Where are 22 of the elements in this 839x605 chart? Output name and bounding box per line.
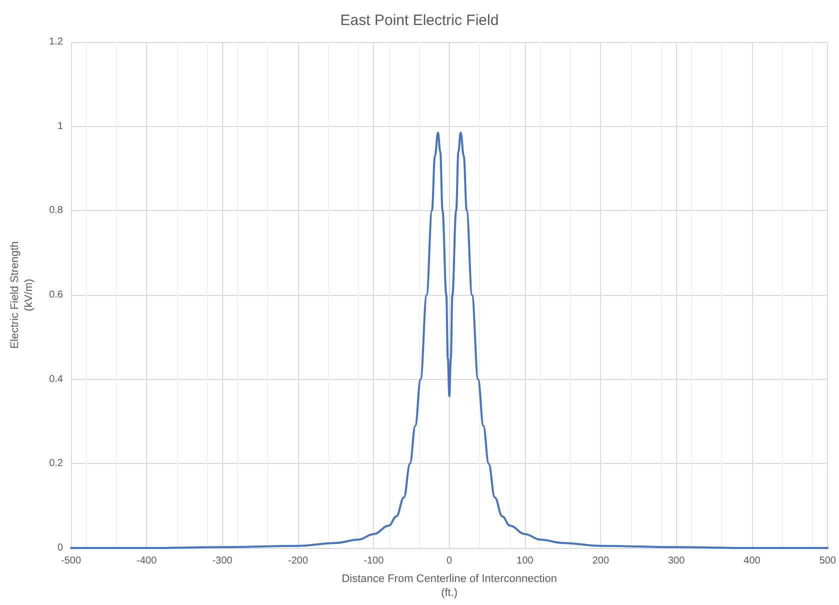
y-tick-label: 1 <box>57 120 64 132</box>
x-tick-label: -300 <box>212 556 233 566</box>
x-tick-label: 500 <box>819 556 836 566</box>
y-tick-label: 0.6 <box>49 290 64 300</box>
x-tick-label: -400 <box>136 556 158 566</box>
y-axis-title: Electric Field Strength (kV/m) <box>9 241 35 349</box>
line-series <box>70 132 829 549</box>
y-tick-label: 0 <box>57 542 64 554</box>
x-axis-title: Distance From Centerline of Interconnection (ft.) <box>342 573 557 599</box>
y-tick-label: 0.2 <box>49 458 64 470</box>
x-tick-label: -100 <box>364 556 384 566</box>
x-tick-label: 400 <box>744 556 761 566</box>
x-tick-label: -200 <box>288 556 308 566</box>
x-tick-label: 300 <box>668 556 686 566</box>
y-tick-label: 0.4 <box>49 374 64 385</box>
x-tick-label: 0 <box>446 556 453 566</box>
x-tick-label: -500 <box>60 556 82 566</box>
y-tick-label: 0.8 <box>49 205 64 216</box>
y-tick-label: 1.2 <box>49 36 64 48</box>
x-tick-label: 100 <box>516 556 534 566</box>
x-tick-label: 200 <box>592 556 610 566</box>
chart-title: East Point Electric Field <box>340 12 499 29</box>
